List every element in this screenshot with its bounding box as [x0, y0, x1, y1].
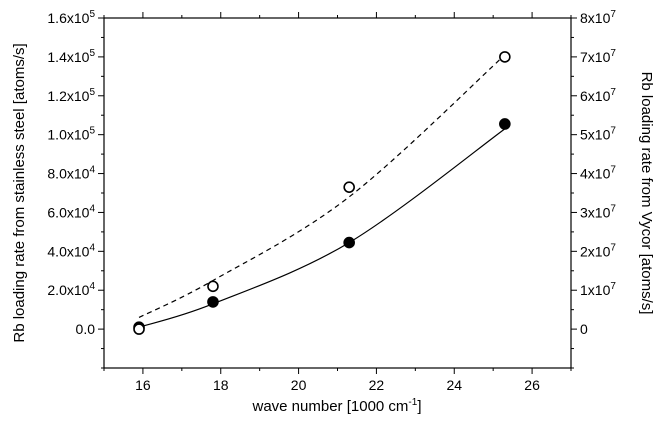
- fit-curves-layer: [138, 54, 506, 328]
- y-left-tick-label: 6.0x104: [47, 203, 95, 220]
- y-right-tick-label: 7x107: [580, 48, 616, 65]
- y-left-axis-title: Rb loading rate from stainless steel [at…: [11, 43, 28, 342]
- filled-data-point: [499, 118, 511, 130]
- y-right-axis-title: Rb loading rate from Vycor [atoms/s]: [638, 72, 655, 315]
- x-tick-label: 22: [369, 377, 385, 393]
- y-right-tick-label: 1x107: [580, 281, 616, 298]
- y-left-tick-label: 8.0x104: [47, 165, 95, 182]
- x-axis-title: wave number [1000 cm-1]: [252, 397, 422, 415]
- y-right-tick-label: 3x107: [580, 203, 616, 220]
- fit-curve-solid: [138, 128, 506, 328]
- y-left-tick-label: 2.0x104: [47, 281, 95, 298]
- x-tick-label: 16: [135, 377, 151, 393]
- x-tick-label: 26: [524, 377, 540, 393]
- y-left-tick-label: 1.4x105: [47, 48, 95, 65]
- tick-labels-layer: 16 18 20 22 24 26 0.0 2.0x104 4.0x104 6.0x104 8.0x…: [47, 9, 616, 393]
- x-tick-label: 24: [446, 377, 462, 393]
- open-data-point: [207, 280, 219, 293]
- data-points-layer: [133, 51, 511, 335]
- filled-data-point: [343, 236, 355, 249]
- x-tick-label: 20: [291, 377, 307, 393]
- y-left-tick-label: 1.0x105: [47, 126, 95, 143]
- open-data-point: [343, 181, 355, 193]
- filled-data-point: [207, 296, 219, 308]
- y-left-tick-label: 1.2x105: [47, 87, 95, 104]
- y-right-tick-label: 4x107: [580, 165, 616, 182]
- y-right-tick-label: 2x107: [580, 242, 616, 259]
- x-tick-label: 18: [213, 377, 229, 393]
- y-right-tick-label: 0: [580, 321, 588, 337]
- open-data-point: [133, 323, 145, 335]
- ticks-layer: [98, 12, 577, 374]
- open-data-point: [499, 51, 511, 63]
- y-right-tick-label: 8x107: [580, 9, 616, 26]
- y-left-tick-label: 0.0: [76, 321, 96, 337]
- y-left-tick-label: 1.6x105: [47, 9, 95, 26]
- y-left-tick-label: 4.0x104: [47, 242, 95, 259]
- y-right-tick-label: 5x107: [580, 126, 616, 143]
- plot-frame: [103, 17, 572, 369]
- fit-curve-dashed: [138, 54, 506, 318]
- y-right-tick-label: 6x107: [580, 87, 616, 104]
